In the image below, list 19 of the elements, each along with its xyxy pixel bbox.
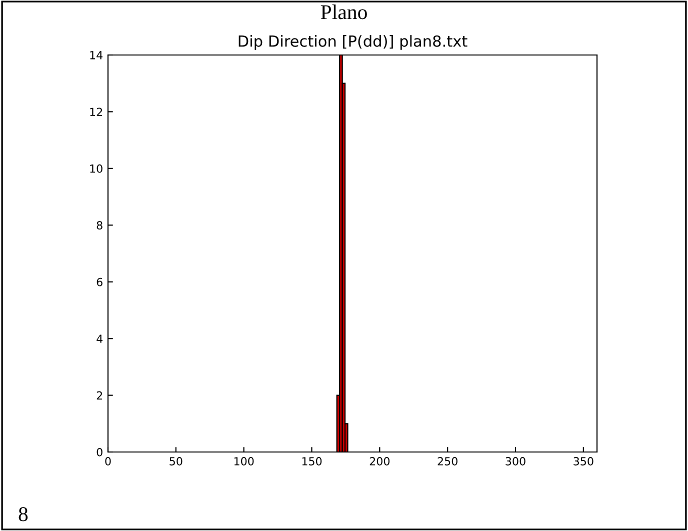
text: Plano [320,4,367,20]
chart-title: Dip Direction [P(dd)] plan8.txt [238,35,468,50]
x-tick-label: 200 [370,457,390,466]
y-tick-label: 8 [96,221,102,230]
x-tick-label: 350 [574,457,594,466]
x-tick-label: 150 [302,457,322,466]
y-tick-label: 10 [90,164,102,173]
y-tick-label: 14 [90,51,103,60]
y-tick-label: 2 [96,391,102,400]
x-tick-label: 100 [234,457,254,466]
y-tick-label: 6 [96,278,102,286]
x-tick-label: 0 [105,457,111,466]
text: 8 [18,507,28,522]
y-tick-label: 12 [90,108,102,116]
x-tick-label: 300 [506,457,526,466]
x-tick-label: 50 [170,457,182,466]
y-tick-label: 0 [96,448,102,456]
y-tick-label: 4 [96,334,103,343]
x-tick-label: 250 [438,457,458,466]
